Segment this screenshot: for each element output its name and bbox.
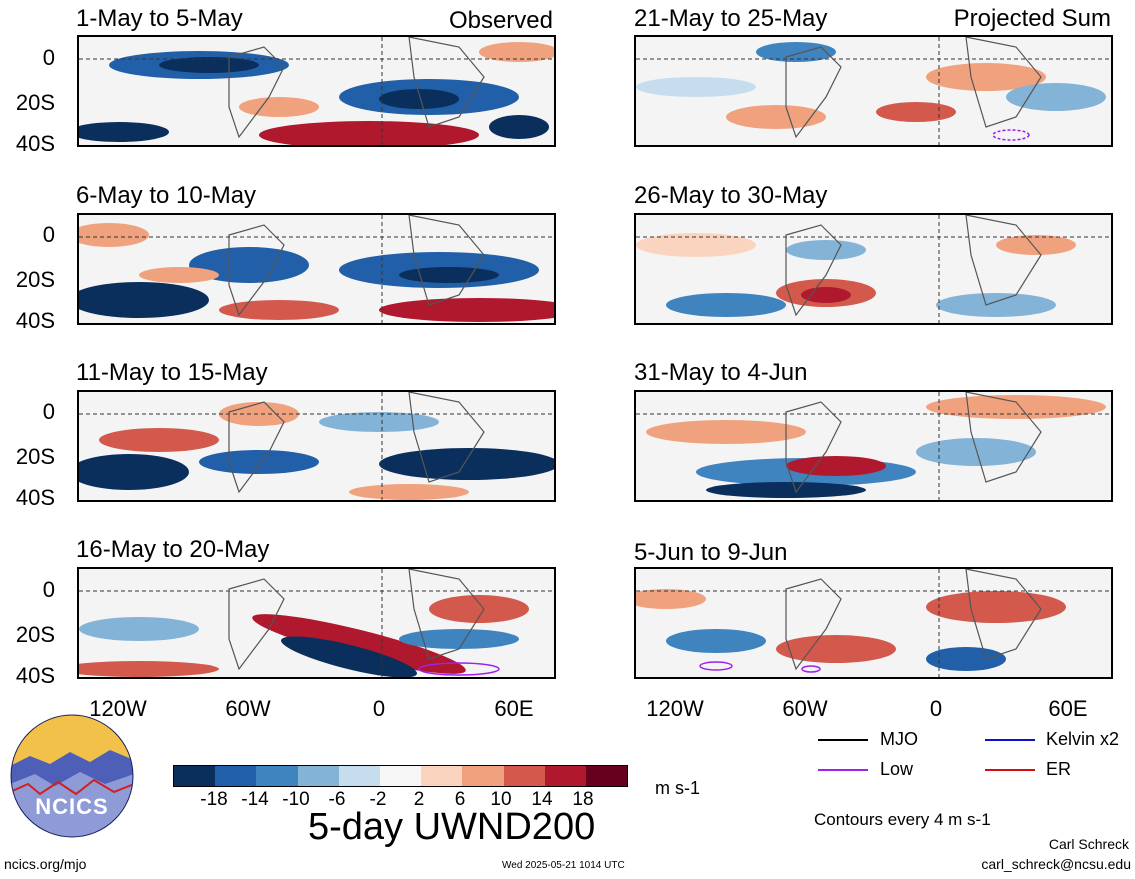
- y-tick-label: 20S: [15, 267, 55, 292]
- colorbar-swatch: [421, 766, 463, 786]
- colorbar-swatch: [297, 766, 339, 786]
- y-tick-label: 40S: [15, 485, 55, 510]
- map-plot: [77, 35, 556, 147]
- colorbar-label: 2: [413, 789, 425, 810]
- panel-date: 31-May to 4-Jun: [634, 359, 808, 386]
- y-tick-label: 0: [42, 399, 55, 424]
- y-tick-label: 20S: [15, 90, 55, 115]
- x-tick-label: 120W: [646, 696, 704, 721]
- y-tick-label: 40S: [15, 663, 55, 688]
- panel-date: 6-May to 10-May: [76, 182, 257, 209]
- x-tick-label: 0: [372, 696, 386, 721]
- legend-line-kelvin: [985, 739, 1035, 741]
- colorbar-label: -6: [328, 789, 346, 810]
- logo-text: NCICS: [35, 794, 109, 819]
- map-plot: [77, 567, 556, 679]
- y-tick-label: 40S: [15, 131, 55, 156]
- y-tick-label: 0: [42, 45, 55, 70]
- colorbar-swatch: [174, 766, 216, 786]
- colorbar-swatch: [544, 766, 586, 786]
- y-tick-label: 0: [42, 577, 55, 602]
- map-plot: [634, 390, 1113, 502]
- legend-line-low: [818, 769, 868, 771]
- legend-line-mjo: [818, 739, 868, 741]
- colorbar-swatch: [256, 766, 298, 786]
- colorbar-label: -2: [369, 789, 387, 810]
- footer-url[interactable]: ncics.org/mjo: [4, 856, 87, 872]
- x-tick-label: 60W: [782, 696, 828, 721]
- panel-date: 26-May to 30-May: [634, 182, 828, 209]
- colorbar-swatch: [215, 766, 257, 786]
- panel-date: 11-May to 15-May: [76, 359, 268, 386]
- x-tick-label: 0: [929, 696, 943, 721]
- colorbar-swatch: [503, 766, 545, 786]
- legend-line-er: [985, 769, 1035, 771]
- panel-date: 5-Jun to 9-Jun: [634, 539, 788, 566]
- footer-author: Carl Schreck: [1048, 836, 1129, 852]
- main-title: 5-day UWND200: [308, 806, 596, 848]
- panel-tag: Projected Sum: [953, 5, 1111, 32]
- footer-email[interactable]: carl_schreck@ncsu.edu: [981, 856, 1131, 872]
- x-tick-label: 120W: [89, 696, 147, 721]
- map-plot: [634, 213, 1113, 325]
- map-plot: [77, 390, 556, 502]
- ncics-logo: NCICS: [10, 714, 134, 838]
- colorbar-label: -18: [200, 789, 228, 810]
- x-tick-label: 60E: [1048, 696, 1088, 721]
- panel-date: 16-May to 20-May: [76, 536, 270, 563]
- colorbar-swatch: [379, 766, 422, 786]
- legend-label-mjo: MJO: [880, 729, 918, 749]
- colorbar-swatch: [338, 766, 380, 786]
- legend-label-kelvin: Kelvin x2: [1046, 729, 1120, 749]
- panel-tag: Observed: [448, 7, 553, 34]
- colorbar: [173, 765, 628, 787]
- x-tick-label: 60W: [225, 696, 271, 721]
- colorbar-label: -14: [241, 789, 269, 810]
- map-plot: [77, 213, 556, 325]
- map-plot: [634, 35, 1113, 147]
- colorbar-label: 10: [490, 789, 512, 810]
- colorbar-label: 6: [454, 789, 466, 810]
- colorbar-units: m s-1: [655, 778, 700, 798]
- contour-note: Contours every 4 m s-1: [814, 810, 991, 829]
- footer-timestamp: Wed 2025-05-21 1014 UTC: [502, 860, 625, 871]
- map-plot: [634, 567, 1113, 679]
- panel-date: 21-May to 25-May: [634, 5, 828, 32]
- colorbar-label: 14: [531, 789, 553, 810]
- legend-label-er: ER: [1046, 759, 1072, 779]
- legend-label-low: Low: [880, 759, 914, 779]
- colorbar-swatch: [462, 766, 504, 786]
- y-tick-label: 0: [42, 222, 55, 247]
- y-tick-label: 20S: [15, 622, 55, 647]
- colorbar-label: -10: [282, 789, 310, 810]
- colorbar-swatch: [585, 766, 628, 786]
- x-tick-label: 60E: [494, 696, 534, 721]
- y-tick-label: 40S: [15, 308, 55, 333]
- colorbar-label: 18: [572, 789, 594, 810]
- y-tick-label: 20S: [15, 444, 55, 469]
- panel-date: 1-May to 5-May: [76, 5, 243, 32]
